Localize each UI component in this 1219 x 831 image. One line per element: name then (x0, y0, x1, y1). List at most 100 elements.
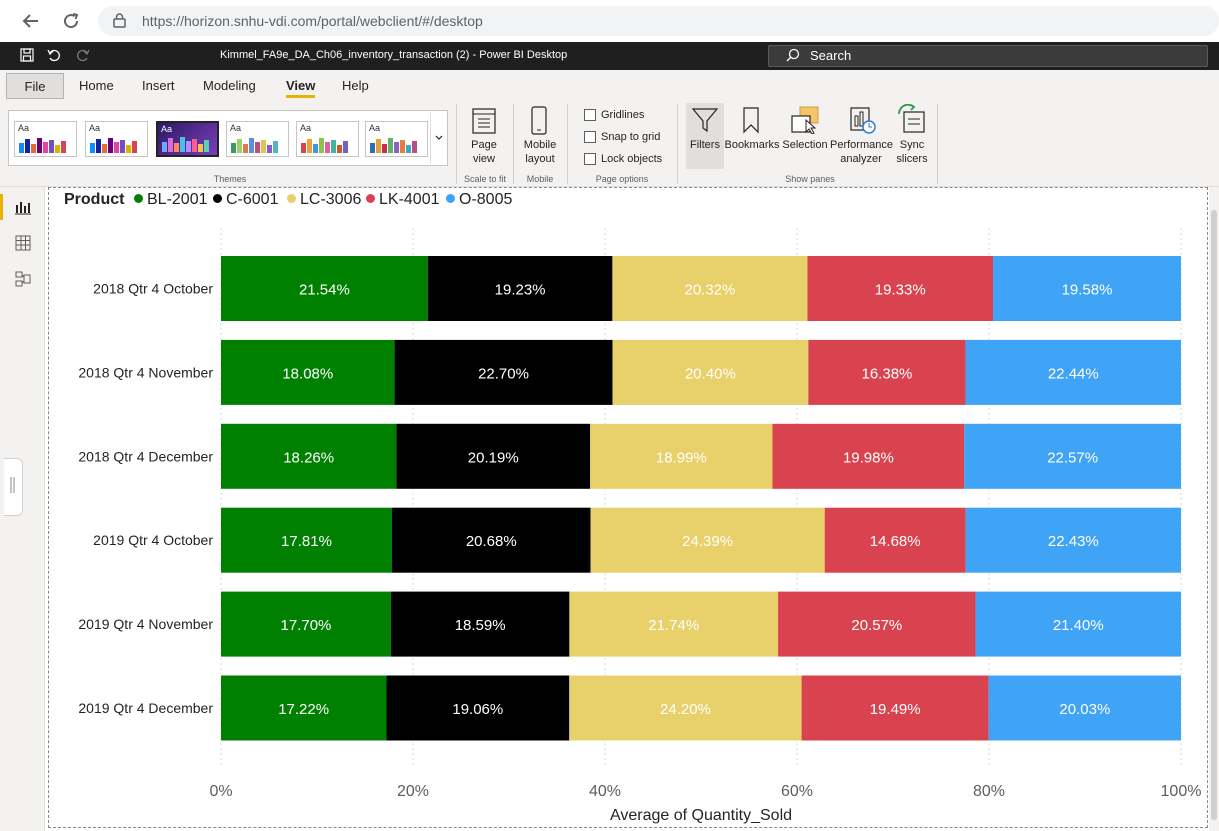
bar-segment[interactable] (396, 423, 591, 489)
data-label: 21.40% (1053, 617, 1104, 634)
bar-segment[interactable] (221, 507, 392, 573)
theme-preview-bar (249, 138, 254, 153)
theme-thumbnail[interactable]: Aa (226, 121, 289, 157)
model-view-icon[interactable] (15, 271, 31, 292)
bar-segment[interactable] (221, 256, 428, 321)
bar-segment[interactable] (808, 339, 966, 405)
scrollbar-thumb[interactable] (1211, 210, 1217, 820)
tab-modeling[interactable]: Modeling (203, 78, 256, 93)
theme-aa-label: Aa (300, 123, 312, 133)
x-axis-title: Average of Quantity_Sold (610, 807, 792, 824)
bar-segment[interactable] (569, 591, 779, 657)
menu-bar (0, 70, 1219, 101)
lock-icon[interactable] (113, 13, 126, 33)
bookmark-icon[interactable] (740, 106, 762, 139)
data-label: 14.68% (870, 533, 921, 550)
bar-segment[interactable] (778, 591, 976, 657)
data-label: 21.54% (299, 282, 350, 299)
performance-analyzer-button[interactable]: Performance analyzer (830, 139, 893, 165)
theme-thumbnail[interactable]: Aa (156, 121, 219, 157)
address-bar[interactable] (98, 6, 1219, 36)
x-tick-label: 20% (397, 783, 429, 800)
bar-segment[interactable] (824, 507, 966, 573)
bar-segment[interactable] (390, 591, 570, 657)
selection-icon[interactable] (790, 106, 820, 139)
filters-button[interactable] (686, 103, 724, 169)
undo-icon[interactable] (47, 48, 61, 67)
bar-segment[interactable] (612, 256, 808, 321)
sync-slicers-button[interactable]: Sync slicers (896, 139, 928, 165)
legend-item[interactable]: LK-4001 (366, 191, 440, 209)
theme-thumbnail[interactable]: Aa (14, 121, 77, 157)
category-label: 2019 Qtr 4 December (78, 700, 213, 716)
performance-analyzer-icon[interactable] (848, 106, 878, 141)
legend-label: O-8005 (459, 191, 513, 208)
bar-segment[interactable] (612, 339, 809, 405)
tab-home[interactable]: Home (79, 78, 114, 93)
data-label: 19.23% (495, 282, 546, 299)
bar-segment[interactable] (394, 339, 613, 405)
active-view-indicator (0, 194, 3, 220)
data-view-icon[interactable] (15, 235, 31, 256)
bar-segment[interactable] (391, 507, 591, 573)
data-label: 20.40% (685, 365, 736, 382)
bar-segment[interactable] (964, 423, 1181, 489)
bar-segment[interactable] (221, 339, 395, 405)
mobile-layout-icon[interactable] (529, 106, 549, 141)
legend-item[interactable]: C-6001 (213, 191, 278, 209)
bar-segment[interactable] (965, 339, 1181, 405)
bar-segment[interactable] (386, 675, 570, 741)
back-icon[interactable] (19, 9, 43, 33)
search-input[interactable] (768, 45, 1208, 67)
snap-to-grid-checkbox[interactable] (584, 131, 596, 143)
bar-segment[interactable] (988, 675, 1181, 741)
tab-view[interactable]: View (286, 78, 316, 93)
page-view-icon[interactable] (470, 106, 498, 141)
redo-icon[interactable] (76, 48, 90, 67)
tab-file[interactable]: File (6, 73, 64, 99)
bar-segment[interactable] (975, 591, 1181, 657)
bar-segment[interactable] (569, 675, 802, 741)
bar-segment[interactable] (772, 423, 965, 489)
legend-item[interactable]: O-8005 (446, 191, 512, 209)
theme-preview-bar (400, 140, 405, 153)
bookmarks-button[interactable]: Bookmarks (724, 139, 780, 151)
theme-thumbnail[interactable]: Aa (365, 121, 428, 157)
reload-icon[interactable] (59, 9, 83, 33)
bar-segment[interactable] (590, 423, 773, 489)
bar-segment[interactable] (221, 591, 391, 657)
bar-segment[interactable] (801, 675, 989, 741)
theme-preview-bar (394, 142, 399, 153)
report-view-icon[interactable] (15, 199, 31, 220)
theme-thumbnail[interactable]: Aa (296, 121, 359, 157)
legend-item[interactable]: BL-2001 (134, 191, 208, 209)
lock-objects-label: Lock objects (601, 153, 663, 165)
theme-preview-bar (180, 137, 185, 152)
tab-insert[interactable]: Insert (142, 78, 175, 93)
x-tick-label: 80% (973, 783, 1005, 800)
gridlines-checkbox[interactable] (584, 109, 596, 121)
selection-button[interactable]: Selection (782, 139, 828, 151)
bar-segment[interactable] (590, 507, 825, 573)
tab-help[interactable]: Help (342, 78, 369, 93)
bar-segment[interactable] (221, 423, 397, 489)
themes-expand-icon[interactable] (430, 112, 447, 164)
bar-segment[interactable] (427, 256, 613, 321)
theme-thumbnail[interactable]: Aa (85, 121, 148, 157)
category-label: 2019 Qtr 4 October (93, 532, 213, 548)
bar-segment[interactable] (965, 507, 1181, 573)
bar-segment[interactable] (993, 256, 1181, 321)
bar-segment[interactable] (807, 256, 994, 321)
mobile-layout-button[interactable]: Mobile layout (523, 139, 557, 165)
bar-segment[interactable] (221, 675, 387, 741)
lock-objects-checkbox[interactable] (584, 153, 596, 165)
sync-slicers-icon[interactable] (896, 103, 928, 141)
legend-item[interactable]: LC-3006 (287, 191, 361, 209)
theme-preview-bars (162, 137, 209, 152)
data-label: 20.68% (466, 533, 517, 550)
data-label: 22.70% (478, 365, 529, 382)
page-view-button[interactable]: Page view (471, 139, 497, 165)
save-icon[interactable] (20, 48, 34, 67)
theme-preview-bar (331, 140, 336, 153)
